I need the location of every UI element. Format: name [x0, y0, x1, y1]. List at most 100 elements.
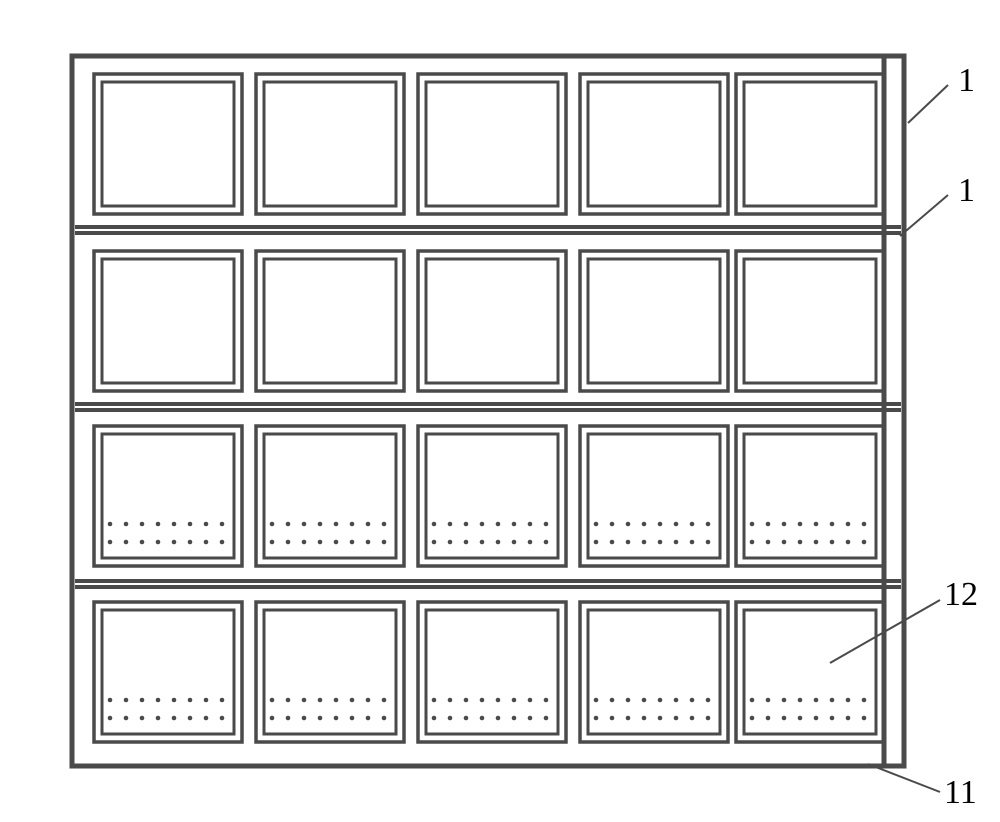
dot — [846, 716, 851, 721]
dot — [350, 698, 355, 703]
dot — [188, 540, 193, 545]
dot — [594, 522, 599, 527]
dot — [706, 522, 711, 527]
cell-outer — [580, 426, 728, 566]
dot — [480, 540, 485, 545]
dot — [528, 698, 533, 703]
cell-outer — [418, 74, 566, 214]
dot — [846, 540, 851, 545]
dot — [626, 540, 631, 545]
dot — [544, 716, 549, 721]
dot — [350, 522, 355, 527]
dot — [690, 698, 695, 703]
dot — [334, 698, 339, 703]
dot — [512, 540, 517, 545]
cell-inner — [744, 610, 876, 734]
dot — [594, 698, 599, 703]
dot — [610, 716, 615, 721]
dot — [706, 716, 711, 721]
dot — [658, 716, 663, 721]
cell-inner — [102, 259, 234, 383]
dot — [782, 716, 787, 721]
dot — [366, 716, 371, 721]
dot — [626, 716, 631, 721]
dot — [814, 540, 819, 545]
dot — [658, 698, 663, 703]
dot — [830, 540, 835, 545]
dot — [448, 716, 453, 721]
dot — [626, 522, 631, 527]
dot — [448, 522, 453, 527]
dot — [594, 716, 599, 721]
cell-outer — [418, 426, 566, 566]
dot — [204, 522, 209, 527]
dot — [366, 698, 371, 703]
dot — [156, 522, 161, 527]
dot — [270, 716, 275, 721]
dot — [140, 540, 145, 545]
cell-outer — [736, 602, 884, 742]
dot — [528, 522, 533, 527]
dot — [594, 540, 599, 545]
dot — [318, 716, 323, 721]
dot — [220, 716, 225, 721]
dot — [496, 522, 501, 527]
cell-inner — [264, 434, 396, 558]
dot — [140, 716, 145, 721]
cell-inner — [744, 82, 876, 206]
dot — [830, 716, 835, 721]
dot — [124, 522, 129, 527]
dot — [108, 540, 113, 545]
dot — [448, 540, 453, 545]
dot — [432, 698, 437, 703]
cell-outer — [94, 251, 242, 391]
dot — [798, 698, 803, 703]
dot — [782, 540, 787, 545]
dot — [464, 716, 469, 721]
dot — [862, 540, 867, 545]
cell-outer — [256, 74, 404, 214]
dot — [798, 716, 803, 721]
dot — [480, 698, 485, 703]
dot — [302, 698, 307, 703]
dot — [220, 522, 225, 527]
cell-inner — [264, 610, 396, 734]
cell-outer — [580, 251, 728, 391]
dot — [286, 522, 291, 527]
dot — [798, 522, 803, 527]
cell-inner — [102, 82, 234, 206]
dot — [124, 698, 129, 703]
dot — [798, 540, 803, 545]
cell-outer — [418, 602, 566, 742]
dot — [270, 522, 275, 527]
dot — [766, 698, 771, 703]
cell-inner — [588, 434, 720, 558]
dot — [220, 540, 225, 545]
callout-label: 1 — [958, 172, 975, 210]
dot — [108, 522, 113, 527]
dot — [366, 540, 371, 545]
cell-inner — [264, 82, 396, 206]
dot — [286, 698, 291, 703]
dot — [156, 540, 161, 545]
dot — [610, 540, 615, 545]
cell-inner — [426, 259, 558, 383]
dot — [750, 698, 755, 703]
cell-outer — [256, 426, 404, 566]
dot — [318, 522, 323, 527]
cell-outer — [256, 251, 404, 391]
dot — [658, 540, 663, 545]
cell-inner — [588, 610, 720, 734]
dot — [480, 716, 485, 721]
dot — [204, 540, 209, 545]
dot — [188, 716, 193, 721]
dot — [464, 698, 469, 703]
dot — [674, 698, 679, 703]
dot — [172, 716, 177, 721]
dot — [270, 698, 275, 703]
dot — [188, 522, 193, 527]
dot — [750, 716, 755, 721]
dot — [302, 522, 307, 527]
cell-outer — [580, 74, 728, 214]
cell-outer — [94, 426, 242, 566]
